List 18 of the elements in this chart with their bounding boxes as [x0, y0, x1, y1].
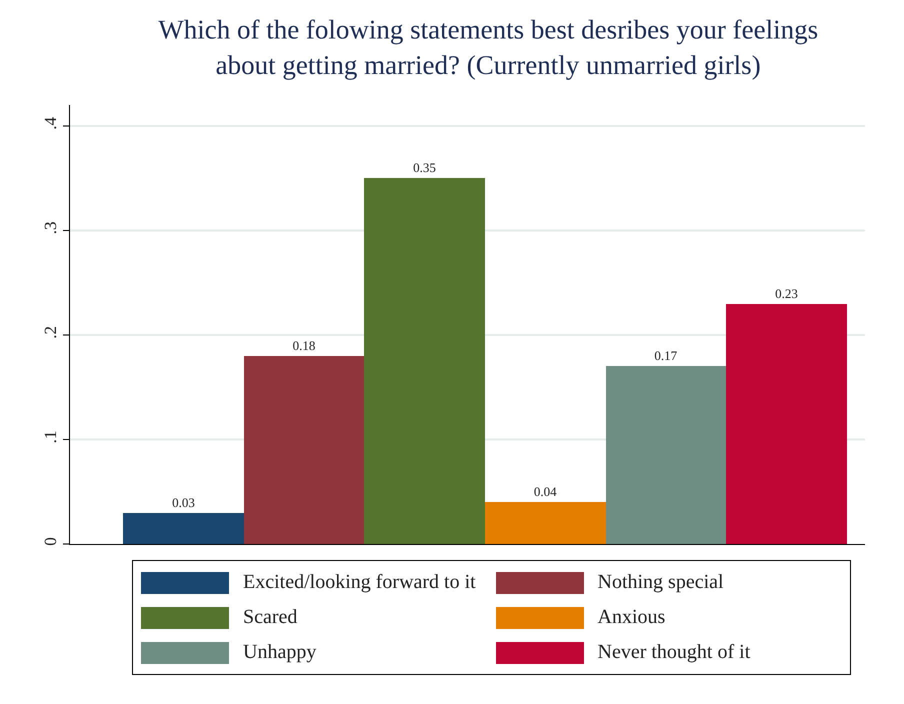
legend-label: Never thought of it — [598, 641, 750, 664]
data-label: 0.18 — [292, 338, 316, 353]
y-tick-label: .2 — [41, 326, 60, 339]
y-tick-label: .4 — [41, 116, 60, 130]
legend-label: Nothing special — [598, 571, 724, 594]
y-tick-label: .1 — [41, 430, 60, 444]
data-label: 0.03 — [172, 495, 195, 510]
y-tick-label: 0 — [41, 537, 60, 546]
legend-label: Anxious — [598, 606, 666, 629]
chart-title: Which of the folowing statements best desribes your feelings about getting married? (Currently unmarried girls) — [158, 14, 818, 80]
legend-label: Scared — [243, 606, 298, 629]
legend-label: Excited/looking forward to it — [243, 571, 476, 594]
y-tick-label: .3 — [41, 222, 60, 234]
data-label: 0.35 — [413, 160, 436, 175]
data-label: 0.17 — [654, 348, 678, 363]
legend-label: Unhappy — [243, 641, 316, 664]
data-label: 0.04 — [534, 484, 558, 499]
data-label: 0.23 — [775, 286, 798, 301]
